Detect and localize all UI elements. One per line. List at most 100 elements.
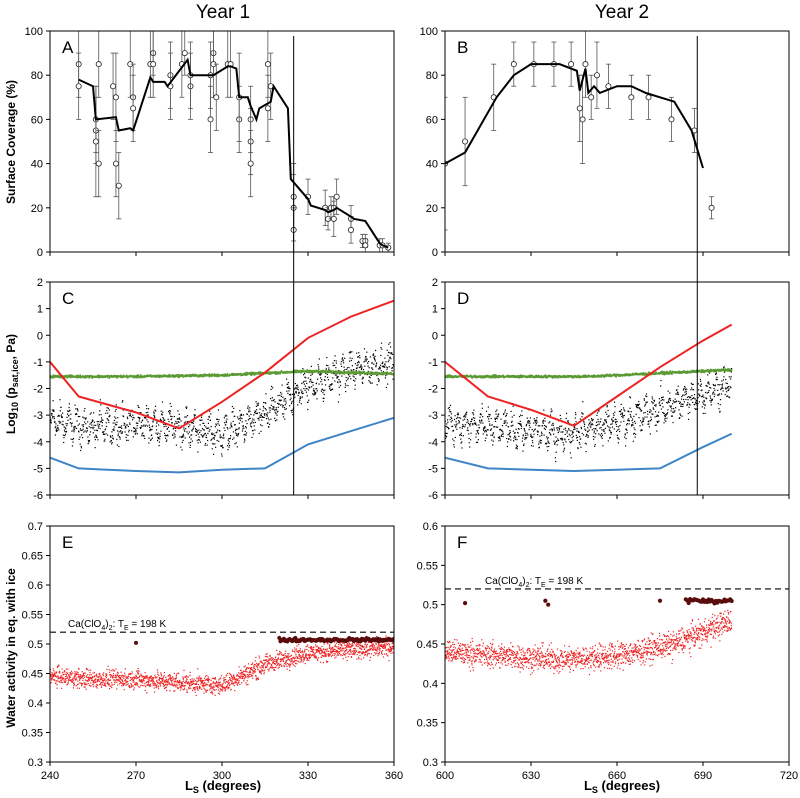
scatter-point xyxy=(498,436,501,438)
scatter-point xyxy=(67,668,69,670)
scatter-point xyxy=(63,437,65,439)
scatter-point xyxy=(677,393,680,395)
scatter-point xyxy=(360,366,362,368)
scatter-point xyxy=(685,390,687,393)
scatter-point xyxy=(542,421,544,423)
scatter-point xyxy=(200,434,202,436)
scatter-point xyxy=(55,671,58,673)
scatter-point xyxy=(601,434,603,436)
scatter-point xyxy=(541,434,543,436)
scatter-point xyxy=(70,670,73,672)
green-point xyxy=(671,373,673,375)
scatter-point xyxy=(66,683,68,686)
scatter-point xyxy=(373,356,375,359)
scatter-point xyxy=(546,438,549,440)
scatter-point xyxy=(604,432,606,434)
scatter-point xyxy=(449,418,451,420)
scatter-point xyxy=(76,408,78,410)
scatter-point xyxy=(289,388,291,390)
scatter-point xyxy=(255,410,257,413)
scatter-point xyxy=(68,673,70,676)
scatter-point xyxy=(300,396,302,398)
scatter-point xyxy=(253,414,255,416)
scatter-point xyxy=(95,685,97,687)
scatter-point xyxy=(124,425,127,427)
scatter-point xyxy=(114,416,116,418)
scatter-point xyxy=(700,383,703,385)
scatter-point xyxy=(99,427,101,430)
scatter-point xyxy=(283,413,285,415)
scatter-point xyxy=(527,420,529,422)
green-point xyxy=(104,376,107,379)
scatter-point xyxy=(75,672,77,674)
scatter-point xyxy=(481,420,483,422)
scatter-point xyxy=(109,414,111,416)
scatter-point xyxy=(719,404,721,406)
scatter-point xyxy=(506,413,508,415)
scatter-point xyxy=(157,432,159,434)
scatter-point xyxy=(202,435,204,437)
green-point xyxy=(343,373,345,375)
scatter-point xyxy=(519,422,521,425)
scatter-point xyxy=(577,447,579,449)
green-point xyxy=(330,370,332,373)
y-tick-label: 1 xyxy=(432,304,438,316)
green-point xyxy=(502,374,504,377)
scatter-point xyxy=(121,427,123,429)
scatter-point xyxy=(536,417,538,419)
scatter-point xyxy=(287,381,289,384)
scatter-point xyxy=(114,424,117,426)
scatter-point xyxy=(494,420,497,422)
scatter-point xyxy=(69,676,71,678)
scatter-point xyxy=(473,414,475,416)
scatter-point xyxy=(539,439,542,442)
scatter-point xyxy=(567,428,570,430)
scatter-point xyxy=(254,421,256,424)
scatter-point xyxy=(143,435,145,437)
scatter-point xyxy=(491,424,493,426)
scatter-point xyxy=(629,396,631,398)
scatter-point xyxy=(321,379,323,381)
scatter-point xyxy=(195,434,197,436)
scatter-point xyxy=(672,421,674,424)
green-point xyxy=(373,372,376,374)
scatter-point xyxy=(269,407,271,409)
scatter-point xyxy=(211,438,213,440)
scatter-point xyxy=(216,431,218,433)
scatter-point xyxy=(650,418,652,420)
scatter-point xyxy=(117,434,119,437)
scatter-point xyxy=(88,441,90,443)
scatter-point xyxy=(634,422,637,424)
scatter-point xyxy=(239,417,241,420)
scatter-point xyxy=(128,415,131,417)
scatter-point xyxy=(119,436,121,438)
scatter-point xyxy=(683,401,686,403)
scatter-point xyxy=(340,361,342,363)
scatter-point xyxy=(669,405,671,407)
scatter-point xyxy=(319,374,321,376)
scatter-point xyxy=(722,383,724,385)
scatter-point xyxy=(140,426,142,429)
scatter-point xyxy=(105,422,107,424)
scatter-point xyxy=(702,403,705,405)
scatter-point xyxy=(608,426,610,428)
scatter-point xyxy=(121,401,123,403)
scatter-point xyxy=(510,410,512,413)
green-point xyxy=(50,376,53,379)
scatter-point xyxy=(566,435,569,438)
scatter-point xyxy=(127,439,129,441)
scatter-point xyxy=(724,393,726,396)
scatter-point xyxy=(722,390,724,392)
scatter-point xyxy=(50,422,52,424)
scatter-point xyxy=(453,446,455,448)
scatter-point xyxy=(507,434,509,436)
scatter-point xyxy=(519,423,521,426)
scatter-point xyxy=(366,362,369,364)
scatter-point xyxy=(719,410,721,413)
scatter-point xyxy=(134,427,136,429)
scatter-point xyxy=(489,423,491,425)
scatter-point xyxy=(639,409,641,411)
green-point xyxy=(686,371,688,374)
scatter-point xyxy=(609,427,611,429)
scatter-point xyxy=(164,437,167,439)
